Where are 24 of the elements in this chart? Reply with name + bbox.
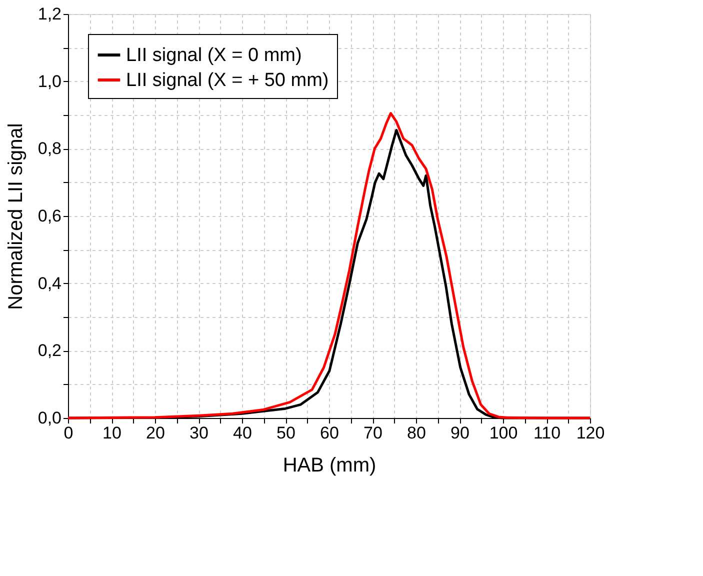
x-tick-label: 40 (233, 424, 252, 442)
legend-label: LII signal (X = + 50 mm) (126, 70, 329, 91)
y-tick-label: 1,0 (38, 72, 62, 91)
x-tick-label: 0 (64, 424, 74, 442)
x-tick-label: 30 (190, 424, 208, 442)
y-tick-label: 1,2 (38, 4, 62, 24)
x-tick-label: 50 (276, 424, 296, 442)
y-tick-label: 0,0 (38, 408, 62, 428)
x-tick-label: 20 (146, 424, 165, 442)
y-tick-label: 0,8 (38, 139, 62, 158)
y-axis-title: Normalized LII signal (4, 123, 27, 310)
x-tick-label: 120 (576, 424, 605, 442)
y-tick-label: 0,6 (38, 206, 62, 226)
x-axis-title: HAB (mm) (282, 454, 376, 476)
x-tick-label: 10 (102, 424, 122, 442)
y-tick-label: 0,2 (38, 341, 62, 360)
y-tick-label: 0,4 (38, 274, 62, 293)
x-tick-label: 100 (489, 424, 518, 442)
x-tick-label: 90 (450, 424, 470, 442)
legend-label: LII signal (X = 0 mm) (126, 45, 302, 66)
x-tick-label: 80 (407, 424, 426, 442)
x-tick-label: 70 (364, 424, 382, 442)
x-tick-label: 60 (320, 424, 339, 442)
x-tick-label: 110 (533, 424, 561, 442)
